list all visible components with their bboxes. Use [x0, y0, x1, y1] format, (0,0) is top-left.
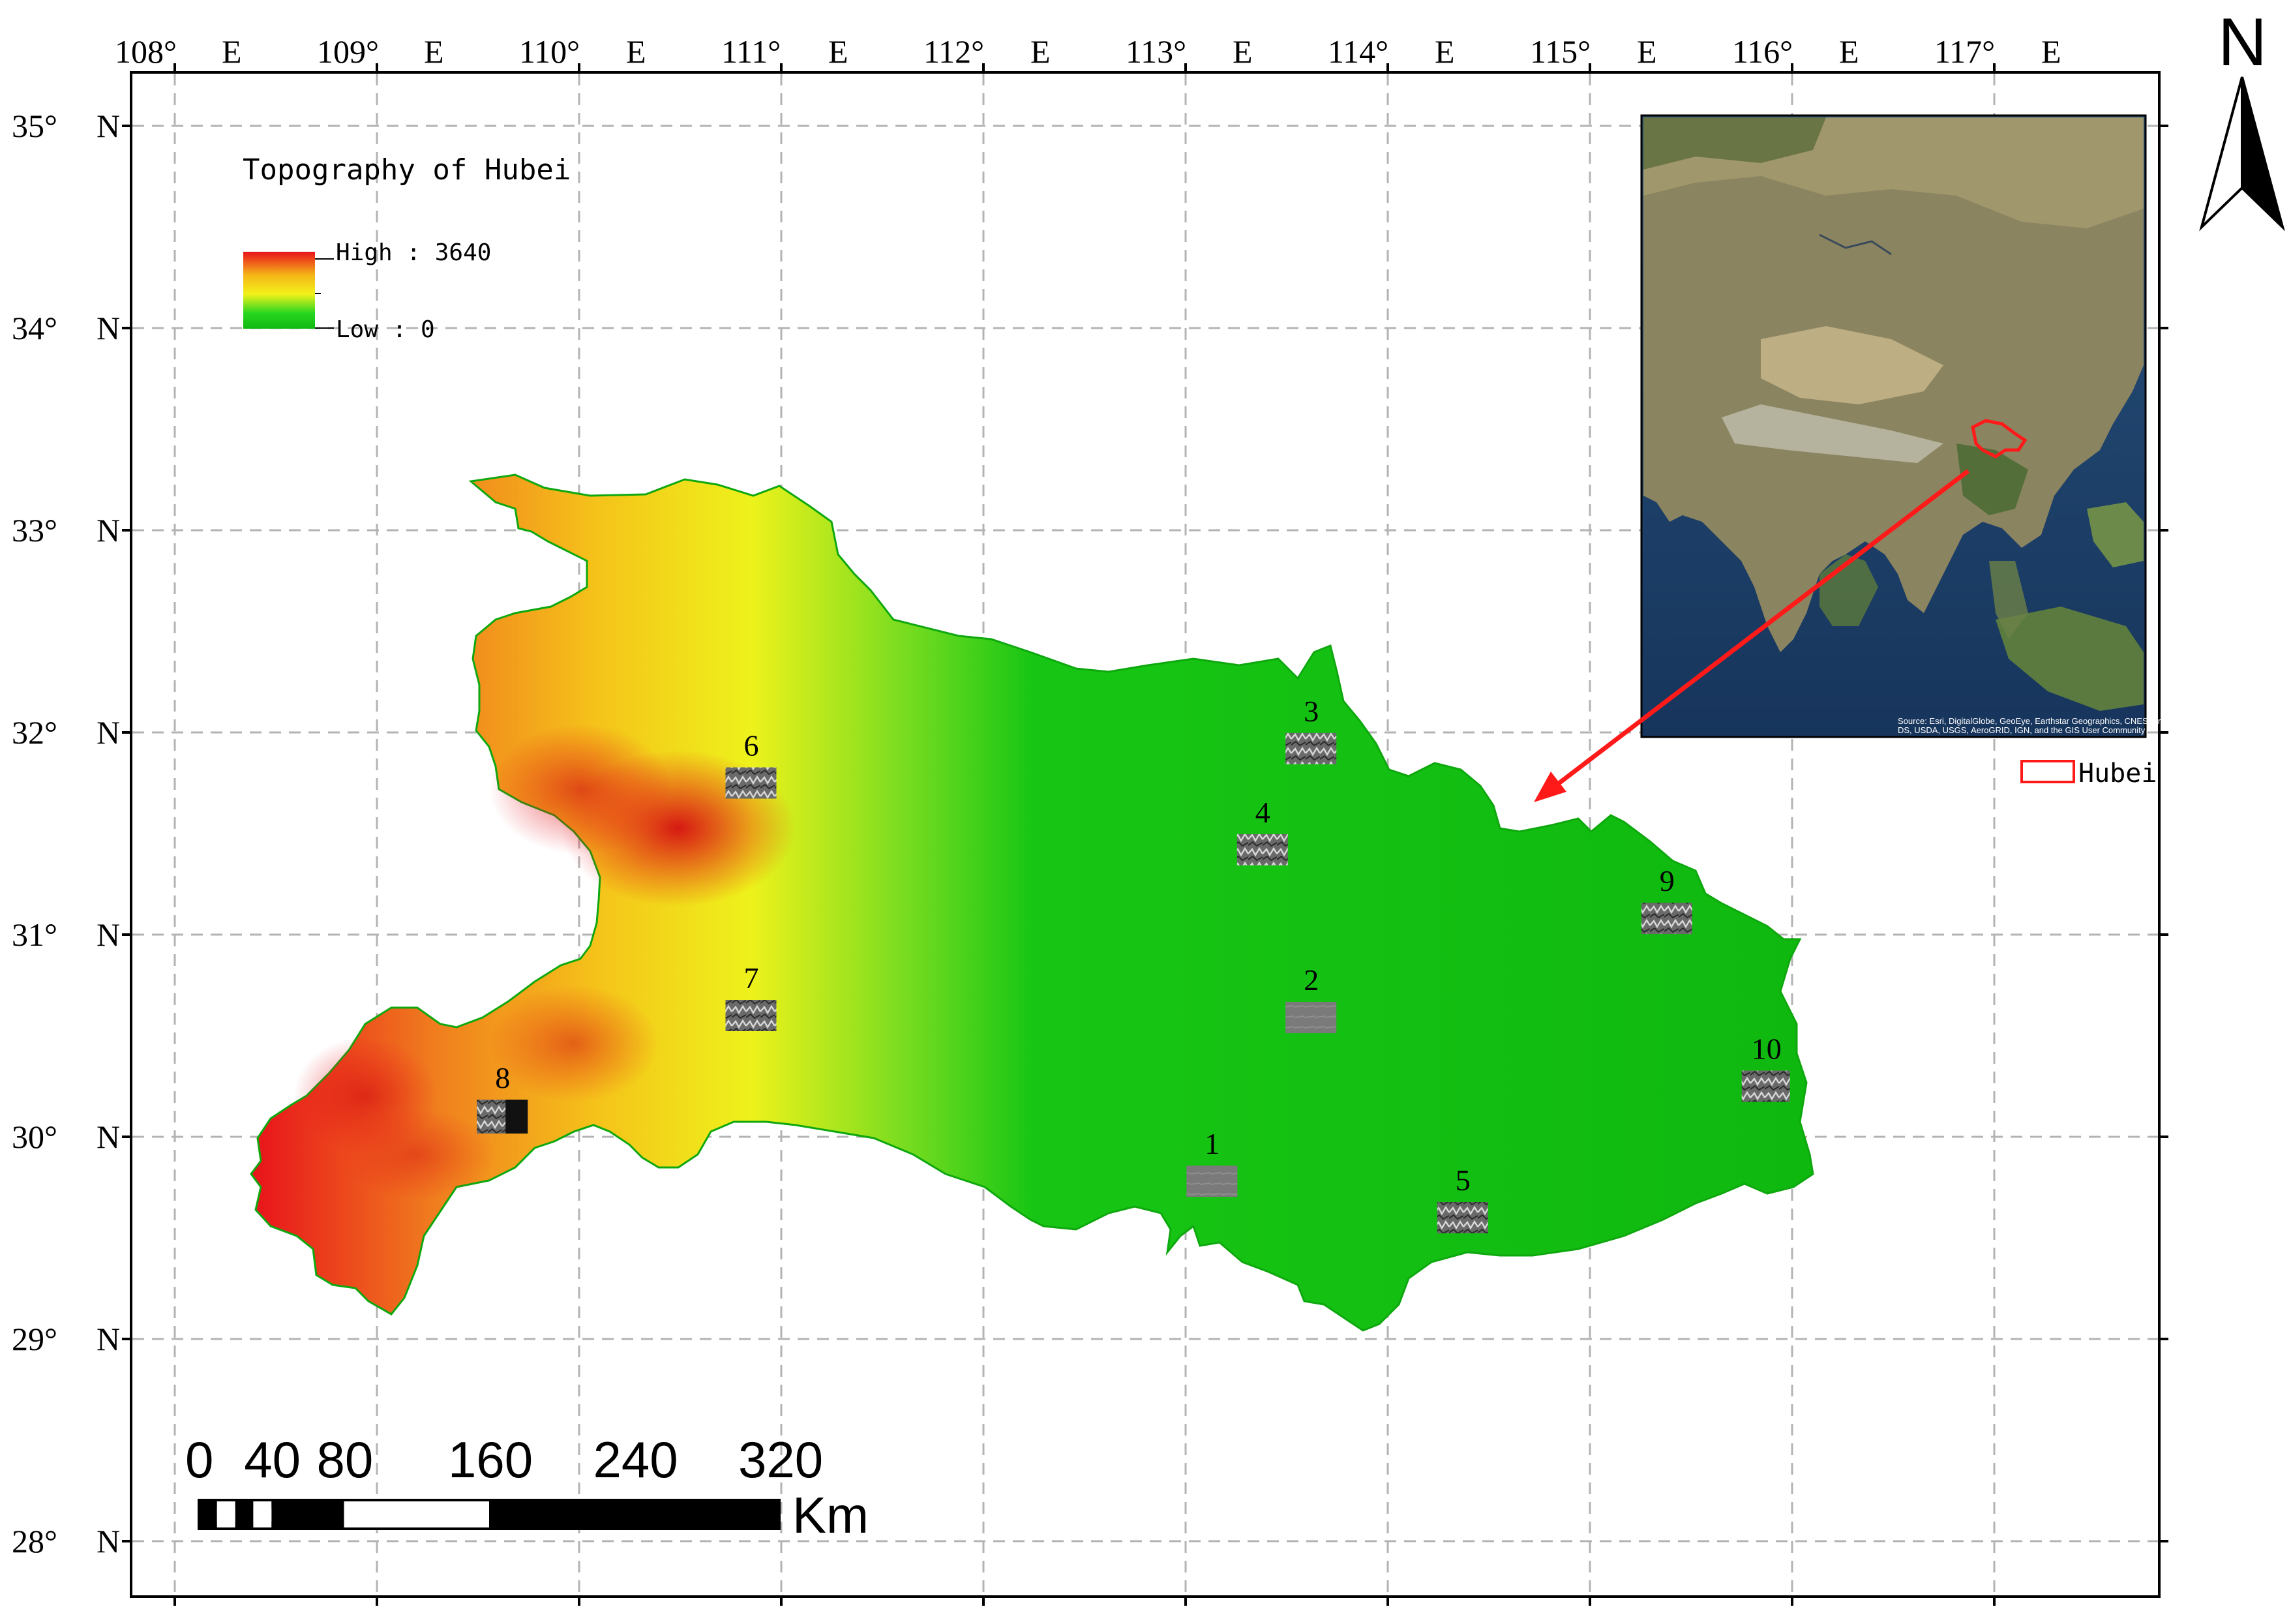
site-label: 2: [1304, 963, 1319, 997]
latitude-tick-label: 35°: [12, 108, 57, 144]
inset-overview-map: Source: Esri, DigitalGlobe, GeoEye, Eart…: [1640, 114, 2175, 738]
hubei-elevation-raster: [250, 474, 1814, 1332]
longitude-tick-label: 109°: [317, 33, 379, 70]
location-arrow: [1534, 469, 1970, 802]
scale-label: 320: [738, 1431, 823, 1488]
scale-segment: [271, 1500, 344, 1529]
longitude-dir-label: E: [1030, 33, 1051, 70]
inset-legend-swatch: [2020, 760, 2075, 783]
latitude-dir-label: N: [97, 1321, 120, 1357]
latitude-dir-label: N: [97, 108, 120, 144]
scale-label: 160: [448, 1431, 533, 1488]
elevation-legend-ramp: [243, 252, 315, 329]
scale-segment-gap: [344, 1509, 489, 1522]
latitude-dir-label: N: [97, 512, 120, 549]
site-tile: [1236, 834, 1288, 865]
site-tile-shadow: [505, 1100, 528, 1134]
site-label: 1: [1205, 1127, 1220, 1160]
site-tile: [725, 1000, 777, 1031]
latitude-dir-label: N: [97, 1119, 120, 1155]
scale-bar: 0 40 80 160 240 320 Km: [185, 1431, 869, 1544]
site-label: 10: [1752, 1032, 1782, 1066]
longitude-dir-label: E: [2041, 33, 2061, 70]
latitude-tick-label: 33°: [12, 512, 57, 549]
site-tile: [1641, 903, 1692, 935]
site-tile: [1285, 1002, 1337, 1034]
scale-segment: [199, 1500, 217, 1529]
longitude-tick-label: 115°: [1530, 33, 1591, 70]
longitude-dir-label: E: [424, 33, 444, 70]
legend-high-label: High : 3640: [336, 239, 491, 266]
latitude-tick-label: 28°: [12, 1523, 57, 1559]
latitude-tick-label: 31°: [12, 916, 57, 953]
longitude-dir-label: E: [1637, 33, 1657, 70]
site-label: 4: [1255, 796, 1270, 829]
scale-label: 40: [244, 1431, 301, 1488]
site-tile: [1186, 1165, 1238, 1197]
top-longitude-ticks: 108° E 109° E 110° E 111° E 112° E 113° E 114° E 115° E…: [115, 33, 2061, 70]
site-label: 3: [1304, 695, 1319, 728]
latitude-dir-label: N: [97, 1523, 120, 1559]
longitude-dir-label: E: [222, 33, 242, 70]
site-label: 5: [1456, 1164, 1471, 1197]
longitude-tick-label: 112°: [923, 33, 984, 70]
latitude-dir-label: N: [97, 310, 120, 346]
inset-credit-line-2: DS, USDA, USGS, AeroGRID, IGN, and the G…: [1898, 725, 2146, 735]
scale-label: 0: [185, 1431, 213, 1488]
site-label: 8: [495, 1061, 510, 1094]
scale-unit: Km: [792, 1486, 869, 1544]
latitude-tick-label: 34°: [12, 310, 57, 346]
longitude-tick-label: 110°: [519, 33, 580, 70]
inset-legend-label: Hubei: [2078, 759, 2157, 789]
latitude-tick-label: 32°: [12, 714, 57, 751]
longitude-dir-label: E: [1839, 33, 1859, 70]
north-arrow: N: [2199, 5, 2285, 232]
longitude-dir-label: E: [626, 33, 646, 70]
left-latitude-ticks: 35° N 34° N 33° N 32° N 31° N 30° N 29° N 28° N: [12, 108, 120, 1559]
map-title: Topography of Hubei: [243, 153, 571, 187]
inset-hubei-outline: [1971, 419, 2028, 459]
longitude-dir-label: E: [1233, 33, 1253, 70]
longitude-tick-label: 113°: [1126, 33, 1186, 70]
site-label: 6: [744, 729, 759, 762]
site-label: 7: [744, 961, 759, 995]
study-sites: 1 2 3 4 5 6 7 8 9 10: [477, 695, 1790, 1233]
scale-label: 80: [317, 1431, 374, 1488]
scale-segment: [489, 1500, 635, 1529]
scale-label: 240: [593, 1431, 678, 1488]
inset-credit-line-1: Source: Esri, DigitalGlobe, GeoEye, Eart…: [1898, 716, 2175, 726]
legend-low-label: Low : 0: [336, 316, 435, 343]
site-tile: [1285, 732, 1337, 764]
site-tile: [1437, 1202, 1488, 1233]
north-label: N: [2218, 5, 2267, 80]
latitude-tick-label: 29°: [12, 1321, 57, 1357]
site-label: 9: [1660, 864, 1675, 897]
site-tile: [1741, 1070, 1790, 1102]
longitude-tick-label: 116°: [1732, 33, 1793, 70]
longitude-dir-label: E: [828, 33, 848, 70]
site-tile: [725, 767, 777, 799]
longitude-dir-label: E: [1435, 33, 1455, 70]
latitude-dir-label: N: [97, 916, 120, 953]
longitude-tick-label: 114°: [1328, 33, 1388, 70]
longitude-tick-label: 117°: [1934, 33, 1995, 70]
scale-segment: [634, 1500, 779, 1529]
longitude-tick-label: 108°: [115, 33, 177, 70]
scale-segment-gap: [253, 1509, 272, 1522]
longitude-tick-label: 111°: [721, 33, 781, 70]
scale-segment: [235, 1500, 254, 1529]
latitude-dir-label: N: [97, 714, 120, 751]
latitude-tick-label: 30°: [12, 1119, 57, 1155]
scale-segment-gap: [217, 1509, 235, 1522]
